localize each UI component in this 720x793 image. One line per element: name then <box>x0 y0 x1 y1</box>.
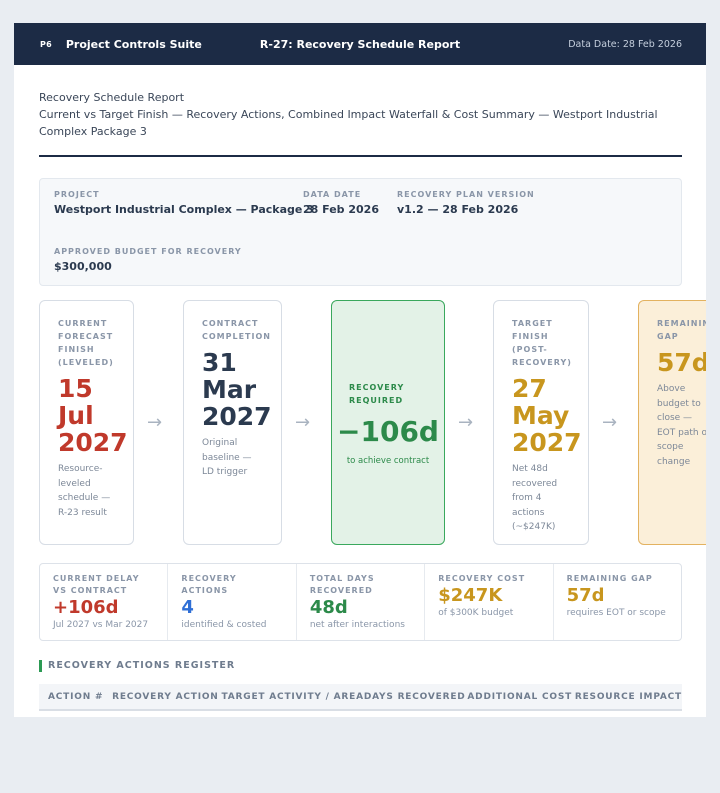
contract-completion-note: Original baseline — LD trigger <box>202 438 252 477</box>
meta-project-value: Westport Industrial Complex — Package 3 <box>54 203 314 216</box>
contract-completion-value: 31 Mar 2027 <box>202 348 272 431</box>
meta-data-date-value: 28 Feb 2026 <box>303 203 379 216</box>
kpi-current-delay: CURRENT DELAY VS CONTRACT +106d Jul 2027… <box>40 564 169 640</box>
app-name: Project Controls Suite <box>65 37 202 51</box>
title-bar: P6 Project Controls Suite R-27: Recovery… <box>14 23 706 65</box>
column-header-resource-impact[interactable]: RESOURCE IMPACT <box>574 691 682 702</box>
kpi-remaining-gap: REMAINING GAP 57d requires EOT or scope <box>554 564 681 640</box>
current-forecast-card: CURRENT FORECAST FINISH (LEVELED) 15 Jul… <box>39 300 134 545</box>
kpi-sub: requires EOT or scope <box>566 608 666 618</box>
title-divider <box>39 155 682 157</box>
report-subtitle: Current vs Target Finish — Recovery Acti… <box>39 108 658 138</box>
current-forecast-value: 15 Jul 2027 <box>58 374 128 457</box>
arrow-right-icon: → <box>602 412 618 433</box>
remaining-gap-label: REMAINING GAP <box>657 319 706 341</box>
column-header-additional-cost[interactable]: ADDITIONAL COST <box>467 691 573 702</box>
meta-data-date: DATA DATE 28 Feb 2026 <box>303 190 379 216</box>
column-header-target-activity[interactable]: TARGET ACTIVITY / AREA <box>221 691 364 702</box>
meta-budget-value: $300,000 <box>54 260 112 273</box>
recovery-waterfall: CURRENT FORECAST FINISH (LEVELED) 15 Jul… <box>39 300 706 545</box>
meta-plan-version: RECOVERY PLAN VERSION v1.2 — 28 Feb 2026 <box>397 190 535 216</box>
arrow-right-icon: → <box>295 412 311 433</box>
meta-project: PROJECT Westport Industrial Complex — Pa… <box>54 190 314 216</box>
kpi-sub: Jul 2027 vs Mar 2027 <box>53 620 149 630</box>
kpi-label: RECOVERY ACTIONS <box>181 574 237 595</box>
header-data-date: Data Date: 28 Feb 2026 <box>568 38 682 50</box>
column-header-action-number[interactable]: ACTION # <box>48 691 104 702</box>
meta-budget-label: APPROVED BUDGET FOR RECOVERY <box>54 247 242 256</box>
kpi-label: TOTAL DAYS RECOVERED <box>309 574 375 595</box>
recovery-required-value: −106d <box>337 415 439 448</box>
target-finish-label: TARGET FINISH (POST-RECOVERY) <box>512 319 572 367</box>
kpi-days-recovered: TOTAL DAYS RECOVERED 48d net after inter… <box>297 564 426 640</box>
column-header-recovery-action[interactable]: RECOVERY ACTION <box>112 691 219 702</box>
report-content: Recovery Schedule Report Current vs Targ… <box>14 65 706 711</box>
kpi-value: +106d <box>53 597 119 618</box>
arrow-right-icon: → <box>147 412 163 433</box>
kpi-sub: of $300K budget <box>438 608 514 618</box>
kpi-label: CURRENT DELAY VS CONTRACT <box>53 574 140 595</box>
remaining-gap-value: 57d <box>657 348 706 377</box>
kpi-value: 48d <box>309 597 348 618</box>
kpi-label: REMAINING GAP <box>566 574 653 583</box>
kpi-value: 57d <box>566 585 605 606</box>
kpi-value: 4 <box>181 597 194 618</box>
report-heading: Recovery Schedule Report <box>39 91 185 104</box>
meta-budget: APPROVED BUDGET FOR RECOVERY $300,000 <box>54 247 242 273</box>
target-finish-note: Net 48d recovered from 4 actions (~$247K… <box>512 464 558 532</box>
remaining-gap-note: Above budget to close — EOT path or scop… <box>657 384 706 467</box>
kpi-sub: net after interactions <box>309 620 405 630</box>
current-forecast-note: Resource-leveled schedule — R-23 result <box>58 464 111 518</box>
register-section-title: RECOVERY ACTIONS REGISTER <box>39 660 682 672</box>
project-meta-panel: PROJECT Westport Industrial Complex — Pa… <box>39 178 682 286</box>
current-forecast-label: CURRENT FORECAST FINISH (LEVELED) <box>58 319 114 367</box>
contract-completion-label: CONTRACT COMPLETION <box>202 319 271 341</box>
kpi-sub: identified & costed <box>181 620 267 630</box>
kpi-strip: CURRENT DELAY VS CONTRACT +106d Jul 2027… <box>39 563 682 641</box>
meta-project-label: PROJECT <box>54 190 100 199</box>
target-finish-value: 27 May 2027 <box>512 374 582 457</box>
kpi-recovery-cost: RECOVERY COST $247K of $300K budget <box>425 564 554 640</box>
column-header-days-recovered[interactable]: DAYS RECOVERED <box>363 691 466 702</box>
contract-completion-card: CONTRACT COMPLETION 31 Mar 2027 Original… <box>183 300 282 545</box>
meta-data-date-label: DATA DATE <box>303 190 362 199</box>
kpi-recovery-actions: RECOVERY ACTIONS 4 identified & costed <box>168 564 297 640</box>
register-table-header: ACTION # RECOVERY ACTION TARGET ACTIVITY… <box>39 684 682 711</box>
report-window: P6 Project Controls Suite R-27: Recovery… <box>14 23 706 717</box>
meta-version-label: RECOVERY PLAN VERSION <box>397 190 535 199</box>
kpi-value: $247K <box>438 585 503 606</box>
remaining-gap-card: REMAINING GAP 57d Above budget to close … <box>638 300 706 545</box>
kpi-label: RECOVERY COST <box>438 574 526 583</box>
target-finish-card: TARGET FINISH (POST-RECOVERY) 27 May 202… <box>493 300 589 545</box>
arrow-right-icon: → <box>458 412 474 433</box>
meta-version-value: v1.2 — 28 Feb 2026 <box>397 203 519 216</box>
recovery-required-card: RECOVERY REQUIRED −106d to achieve contr… <box>331 300 445 545</box>
recovery-required-label: RECOVERY REQUIRED <box>349 383 405 405</box>
app-logo: P6 <box>40 39 52 49</box>
recovery-required-note: to achieve contract <box>346 456 430 466</box>
